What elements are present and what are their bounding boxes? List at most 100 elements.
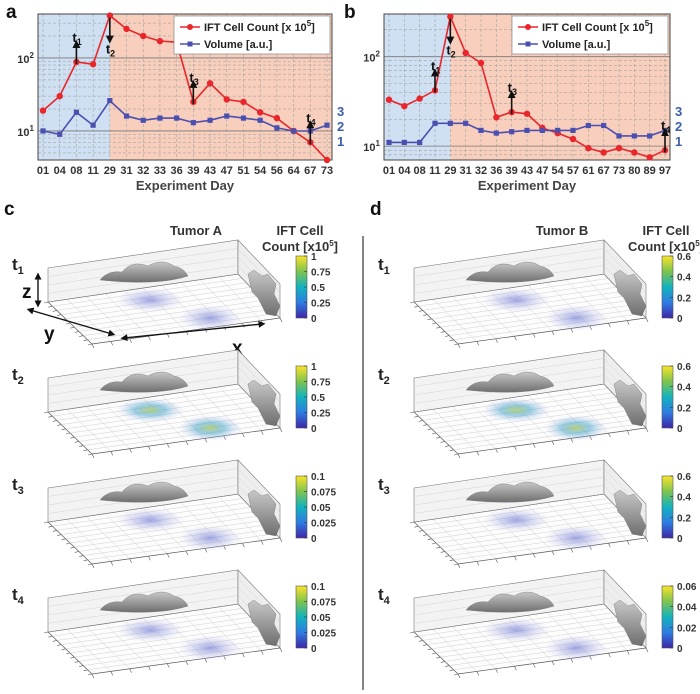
side-projection-surface bbox=[613, 599, 647, 647]
axis-tick bbox=[129, 668, 132, 673]
axis-tick bbox=[74, 551, 79, 553]
floor-grid-line bbox=[444, 634, 634, 662]
floor-grid-line bbox=[440, 300, 630, 328]
floor-grid-line bbox=[444, 414, 634, 442]
axis-tick bbox=[70, 656, 75, 659]
timepoint-row-label: t1 bbox=[378, 255, 390, 277]
intensity-blob bbox=[482, 398, 550, 422]
volume-data-point bbox=[174, 115, 180, 121]
y-tick-label: 101 bbox=[17, 124, 34, 139]
volume-data-point bbox=[539, 127, 545, 133]
volume-data-point bbox=[207, 117, 213, 123]
axis-tick bbox=[74, 661, 79, 663]
back-projection-surface bbox=[465, 591, 555, 613]
timepoint-label: t3 bbox=[189, 70, 198, 87]
volume-data-point bbox=[190, 120, 196, 126]
axis-tick bbox=[65, 542, 71, 545]
intensity-blob bbox=[482, 288, 550, 312]
axis-tick bbox=[431, 322, 437, 325]
colorbar-tick-label: 0.04 bbox=[677, 603, 697, 614]
colorbar-tick-label: 0.05 bbox=[311, 613, 331, 624]
axis-tick bbox=[427, 318, 432, 321]
axis-tick bbox=[57, 314, 62, 316]
floor-grid-line bbox=[87, 643, 276, 671]
ift-data-point bbox=[206, 80, 214, 87]
colorbar-tick-label: 0.75 bbox=[311, 268, 331, 279]
y-tick-label: 102 bbox=[363, 50, 380, 65]
floor-grid-line bbox=[449, 308, 638, 336]
axis-tick bbox=[423, 644, 428, 646]
colorbar-tick-label: 0.4 bbox=[677, 493, 691, 504]
floor-grid-line bbox=[449, 528, 638, 556]
axis-tick bbox=[79, 665, 84, 667]
axis-tick bbox=[65, 432, 71, 435]
wall-grid-line bbox=[413, 468, 605, 497]
ift-data-point bbox=[273, 114, 281, 122]
x-tick-label: 29 bbox=[104, 165, 116, 177]
intensity-blob bbox=[178, 415, 242, 441]
x-tick-label: 89 bbox=[644, 165, 656, 177]
floor-grid-line bbox=[83, 418, 272, 446]
axis-tick bbox=[427, 538, 432, 541]
volume-data-point bbox=[555, 127, 561, 133]
legend-volume-marker bbox=[525, 41, 531, 47]
intensity-blob bbox=[116, 398, 184, 422]
axis-tick bbox=[626, 320, 630, 325]
axis-tick bbox=[608, 433, 611, 438]
axis-tick bbox=[83, 669, 88, 672]
axis-tick bbox=[61, 538, 66, 541]
ift-data-point bbox=[631, 149, 638, 156]
axis-tick bbox=[79, 445, 84, 447]
axis-tick bbox=[242, 433, 245, 438]
axis-tick bbox=[279, 647, 283, 653]
back-projection-surface bbox=[465, 371, 555, 393]
side-projection-surface bbox=[613, 489, 647, 537]
ift-data-point bbox=[523, 110, 531, 117]
axis-tick bbox=[445, 555, 450, 557]
side-projection-surface bbox=[247, 599, 281, 647]
wall-grid-line bbox=[413, 358, 605, 387]
ift-data-point bbox=[156, 37, 164, 45]
x-tick-label: 67 bbox=[598, 165, 610, 177]
axis-tick bbox=[52, 640, 57, 642]
axis-tick bbox=[57, 424, 62, 426]
x-tick-label: 54 bbox=[254, 165, 267, 177]
axis-tick bbox=[418, 640, 423, 642]
volume-scale-mark: 2 bbox=[675, 119, 682, 134]
ift-data-point bbox=[89, 61, 97, 68]
ift-data-point bbox=[462, 49, 469, 57]
timepoint-row-label: t3 bbox=[12, 475, 24, 497]
colorbar-tick-label: 0.75 bbox=[311, 378, 331, 389]
axis-tick bbox=[83, 339, 88, 342]
floor-grid-line bbox=[440, 520, 630, 548]
intensity-blob bbox=[482, 618, 550, 642]
legend-ift-marker bbox=[187, 24, 193, 30]
axis-tick bbox=[409, 301, 415, 304]
x-tick-label: 43 bbox=[204, 165, 216, 177]
tumor-timepoint-row: t2 1 0.75 0.5 0.25 0 bbox=[12, 349, 331, 459]
back-projection-surface bbox=[465, 481, 555, 503]
axis-tick bbox=[87, 563, 93, 566]
volume-data-point bbox=[107, 98, 113, 104]
floor-grid-line bbox=[74, 630, 264, 658]
axis-tick bbox=[608, 543, 611, 548]
axis-tick bbox=[449, 559, 454, 562]
x-axis-arrow bbox=[120, 320, 266, 342]
intensity-blob bbox=[544, 635, 608, 661]
axis-tick bbox=[129, 338, 132, 343]
axis-tick bbox=[476, 561, 480, 566]
axis-tick bbox=[449, 669, 454, 672]
floor-grid-line bbox=[449, 418, 638, 446]
pre-treatment-shading bbox=[384, 14, 451, 160]
plot-frame bbox=[383, 13, 671, 161]
volume-data-point bbox=[324, 122, 330, 128]
axis-tick bbox=[418, 420, 423, 422]
axis-tick bbox=[409, 411, 415, 414]
colorbar-tick-label: 0 bbox=[311, 314, 317, 325]
timepoint-row-label: t1 bbox=[12, 255, 24, 277]
colorbar-tick-label: 0 bbox=[311, 534, 317, 545]
colorbar-title-line1: IFT Cell bbox=[643, 223, 690, 238]
floor-grid-line bbox=[584, 276, 628, 321]
wall-grid-line bbox=[47, 248, 239, 277]
